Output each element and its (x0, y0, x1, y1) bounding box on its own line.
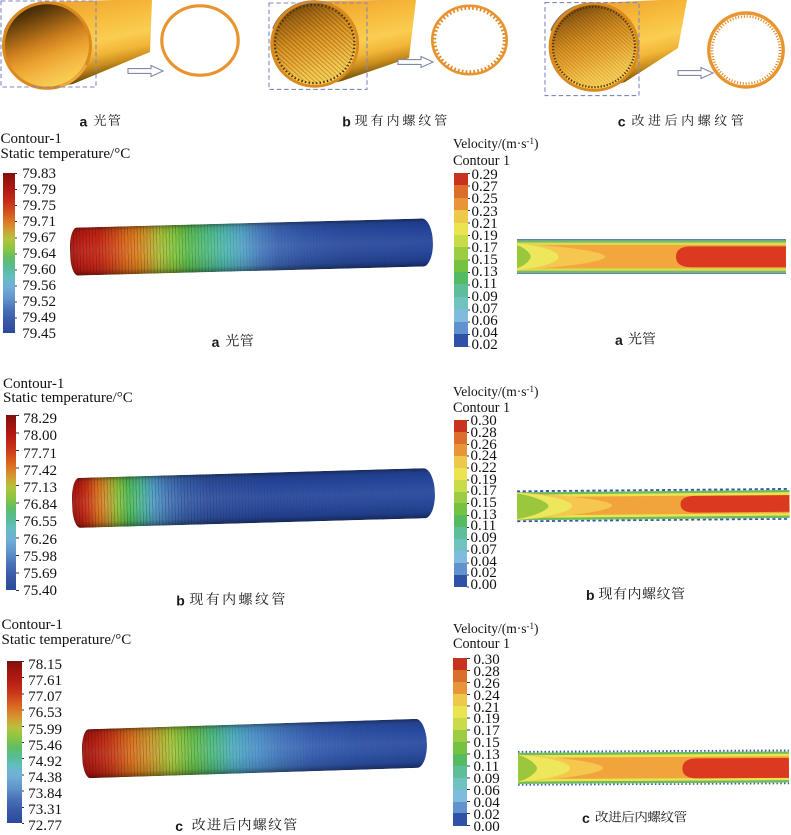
svg-text:c: c (175, 818, 183, 834)
svg-text:b: b (176, 592, 185, 608)
svg-text:c: c (582, 811, 590, 826)
svg-text:a: a (615, 332, 623, 348)
svg-text:b: b (342, 114, 351, 130)
svg-text:b: b (586, 587, 595, 603)
svg-text:a: a (212, 334, 220, 350)
svg-text:c: c (618, 114, 626, 130)
svg-text:a: a (80, 114, 88, 130)
